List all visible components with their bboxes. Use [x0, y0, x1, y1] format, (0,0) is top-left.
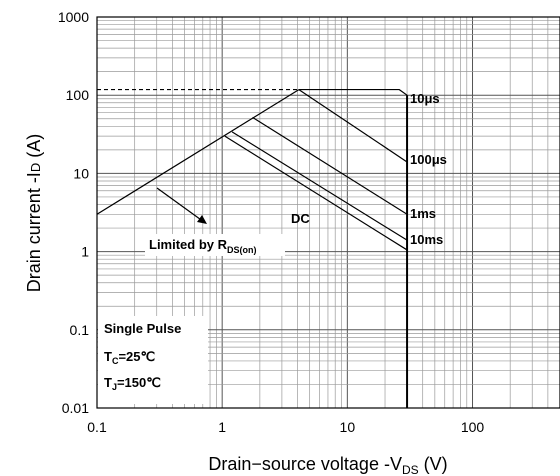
x-tick-labels: 0.1 1 10 100: [87, 419, 484, 435]
label-10ms: 10ms: [410, 232, 443, 247]
limited-by-rds-label: Limited by RDS(on): [149, 237, 257, 255]
label-1ms: 1ms: [410, 206, 436, 221]
curves: [96, 88, 409, 408]
x-tick-label: 1: [218, 419, 226, 435]
tc-label: TC=25℃: [104, 349, 155, 366]
series-line-dc: [224, 135, 408, 251]
y-tick-labels: 1000 100 10 1 0.1 0.01: [58, 9, 89, 416]
x-axis-label: Drain−source voltage -VDS (V): [208, 454, 447, 476]
y-tick-label: 10: [73, 165, 89, 181]
tj-label: TJ=150℃: [104, 375, 161, 392]
limited-sub: DS(on): [227, 245, 257, 255]
y-axis-label-sub: D: [28, 163, 43, 172]
rds-on-limit-line: [96, 89, 300, 215]
label-10us: 10μs: [410, 91, 440, 106]
y-axis-label-main: Drain current -I: [24, 172, 44, 292]
limited-main: Limited by R: [149, 237, 228, 252]
series-line-100us: [298, 89, 408, 163]
tj-value: =150℃: [117, 375, 161, 390]
series-line-10us: [298, 88, 408, 96]
x-axis-label-sub: DS: [402, 463, 419, 476]
y-tick-label: 0.1: [70, 322, 90, 338]
series-line-1ms: [252, 116, 408, 215]
plot-frame: [96, 16, 560, 409]
x-tick-label: 10: [340, 419, 356, 435]
y-tick-label: 1000: [58, 9, 89, 25]
limited-arrow-head: [197, 215, 207, 224]
x-axis-label-main: Drain−source voltage -V: [208, 454, 402, 474]
tc-value: =25℃: [118, 349, 155, 364]
y-tick-label: 1: [81, 244, 89, 260]
tj-main: T: [104, 375, 112, 390]
series-line-10ms: [231, 131, 408, 241]
y-axis-label-unit: (A): [24, 134, 44, 163]
tc-sub: C: [112, 356, 119, 366]
x-tick-label: 100: [461, 419, 485, 435]
limited-label-bg: [145, 234, 285, 256]
tc-main: T: [104, 349, 112, 364]
label-100us: 100μs: [410, 152, 447, 167]
grid: [97, 17, 560, 408]
tj-sub: J: [112, 382, 117, 392]
limited-arrow: [156, 187, 205, 223]
y-tick-label: 0.01: [62, 400, 89, 416]
label-dc: DC: [291, 211, 310, 226]
x-tick-label: 0.1: [87, 419, 107, 435]
y-axis-label: Drain current -ID (A): [24, 134, 44, 292]
single-pulse-label: Single Pulse: [104, 321, 181, 336]
x-axis-label-unit: (V): [419, 454, 448, 474]
y-tick-label: 100: [66, 87, 90, 103]
conditions-box: [98, 316, 208, 404]
